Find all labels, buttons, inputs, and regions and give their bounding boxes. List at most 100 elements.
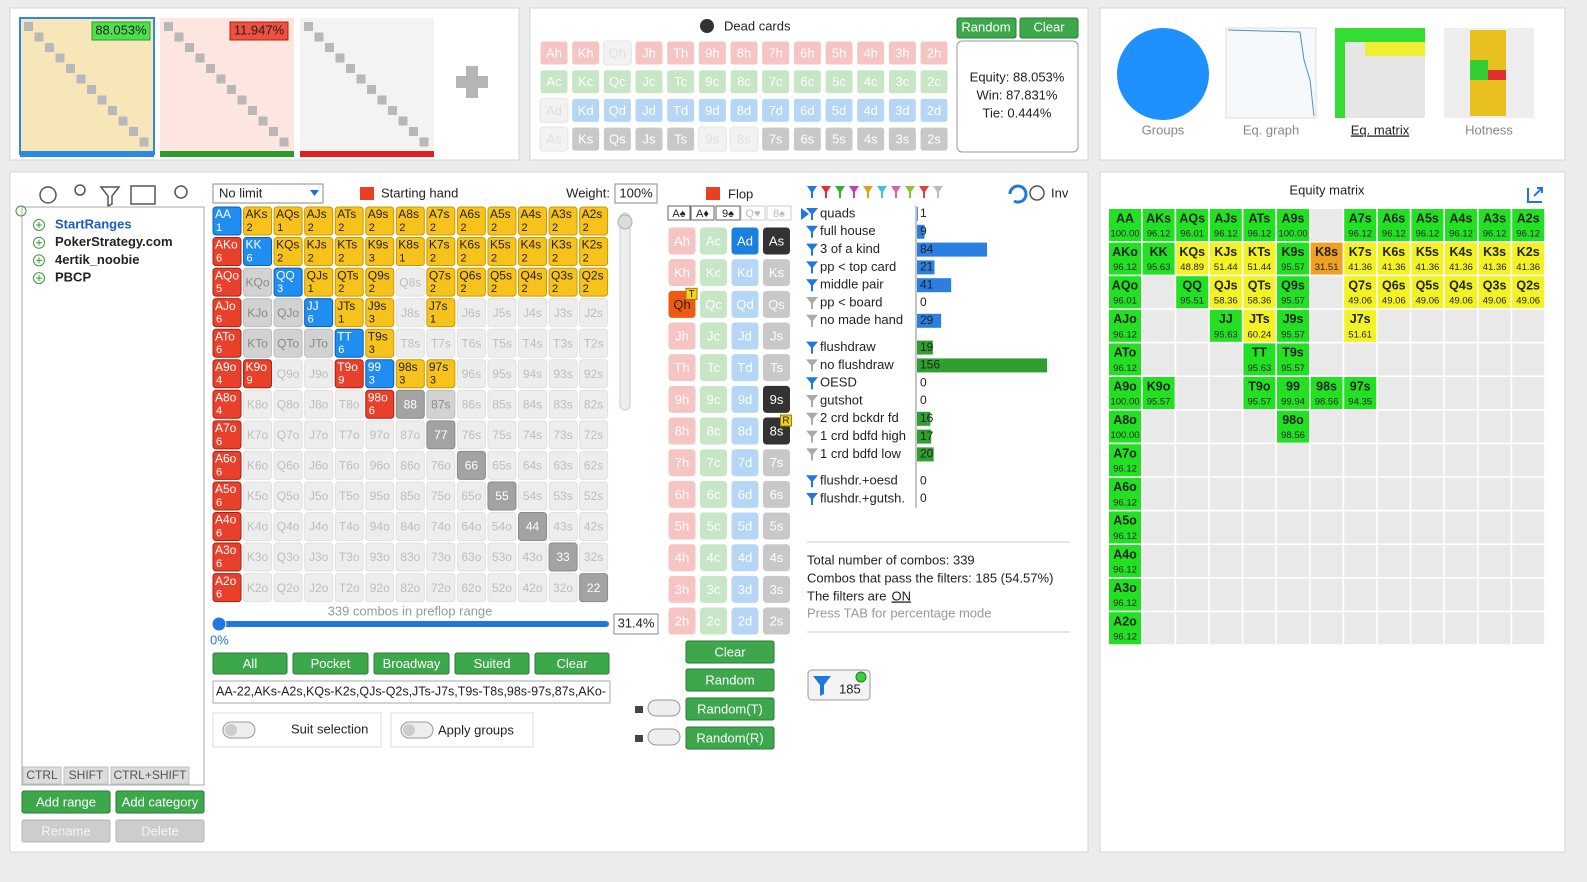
hand-cell[interactable] xyxy=(426,237,456,267)
button[interactable] xyxy=(21,819,111,843)
matrix-cell[interactable] xyxy=(1243,309,1276,342)
hand-label[interactable]: 63s xyxy=(553,459,572,473)
hand-label[interactable]: 43o xyxy=(522,550,542,564)
dead-card-label[interactable]: Qd xyxy=(609,103,626,118)
hand-label[interactable]: 94o xyxy=(370,520,390,534)
hand-cell[interactable] xyxy=(456,206,486,236)
game-select-label[interactable]: No limit xyxy=(219,185,263,200)
flop-card[interactable] xyxy=(699,479,728,509)
matrix-hand[interactable]: A3s xyxy=(1483,211,1506,225)
hand-cell[interactable] xyxy=(579,573,609,603)
hand-combos[interactable]: 6 xyxy=(216,252,222,264)
hand-label[interactable]: Q7s xyxy=(429,268,451,282)
hand-label[interactable]: K8o xyxy=(247,397,269,411)
filter-funnel[interactable] xyxy=(806,493,818,505)
matrix-hand[interactable]: QTs xyxy=(1248,278,1271,292)
matrix-cell[interactable] xyxy=(1109,578,1141,611)
hand-label[interactable]: 53o xyxy=(492,550,512,564)
dead-card-label[interactable]: 3h xyxy=(895,45,909,60)
hand-label[interactable]: J7s xyxy=(429,299,448,313)
matrix-hand[interactable]: J7s xyxy=(1350,312,1371,326)
filter-name[interactable]: no flushdraw xyxy=(820,357,894,372)
button[interactable] xyxy=(373,652,450,675)
hand-label[interactable]: 53s xyxy=(553,489,572,503)
hand-cell[interactable] xyxy=(243,481,273,511)
matrix-equity[interactable]: 49.06 xyxy=(1516,296,1540,307)
hand-cell[interactable] xyxy=(334,542,364,572)
hand-label[interactable]: K3o xyxy=(247,550,269,564)
suit-filter[interactable] xyxy=(877,186,887,198)
dead-card-label[interactable]: 4s xyxy=(864,132,878,147)
suit-filter[interactable] xyxy=(807,186,817,198)
matrix-hand[interactable]: A9o xyxy=(1113,379,1137,393)
dead-card-label[interactable]: Qh xyxy=(609,45,626,60)
hand-cell[interactable] xyxy=(212,206,242,236)
button[interactable] xyxy=(115,790,205,814)
hand-cell[interactable] xyxy=(487,512,517,541)
matrix-cell[interactable] xyxy=(1277,410,1309,443)
filter-button-label[interactable]: 185 xyxy=(839,681,861,696)
hand-cell[interactable] xyxy=(243,267,273,297)
hand-label[interactable]: 72o xyxy=(431,581,451,595)
button-label[interactable]: All xyxy=(243,656,258,671)
flop-card-label[interactable]: 8c xyxy=(707,423,721,438)
hand-label[interactable]: J5o xyxy=(309,489,329,503)
hand-label[interactable]: QJs xyxy=(307,268,328,282)
hand-label[interactable]: Q3o xyxy=(277,550,300,564)
hand-label[interactable]: A5s xyxy=(490,207,511,221)
hand-cell[interactable] xyxy=(273,481,303,511)
filter-name[interactable]: 1 crd bdfd low xyxy=(820,446,902,461)
hand-cell[interactable] xyxy=(365,359,395,389)
hand-combos[interactable]: 2 xyxy=(277,252,283,264)
hand-cell[interactable] xyxy=(334,512,364,541)
hand-label[interactable]: 66 xyxy=(465,459,479,473)
filter-name[interactable]: gutshot xyxy=(820,392,863,407)
hand-cell[interactable] xyxy=(518,542,547,572)
hand-cell[interactable] xyxy=(487,267,517,297)
matrix-hand[interactable]: A7s xyxy=(1349,211,1372,225)
modifier-label[interactable]: CTRL+SHIFT xyxy=(113,768,187,782)
dead-card-label[interactable]: Kd xyxy=(578,103,594,118)
hand-cell[interactable] xyxy=(579,481,609,511)
matrix-equity[interactable]: 100.00 xyxy=(1110,397,1139,408)
hand-cell[interactable] xyxy=(426,298,456,328)
hand-combos[interactable]: 6 xyxy=(338,344,344,356)
hand-label[interactable]: 43s xyxy=(553,520,572,534)
hand-cell[interactable] xyxy=(395,389,425,419)
hand-label[interactable]: K7s xyxy=(429,238,450,252)
matrix-hand[interactable]: A8o xyxy=(1113,413,1137,427)
flop-card[interactable] xyxy=(762,574,791,604)
button-label[interactable]: Add category xyxy=(122,794,199,809)
hand-cell[interactable] xyxy=(365,542,395,572)
dead-card[interactable] xyxy=(824,126,854,152)
hand-label[interactable]: AA xyxy=(215,207,231,221)
hand-combos[interactable]: 2 xyxy=(308,252,314,264)
hand-label[interactable]: K4s xyxy=(521,238,542,252)
hand-cell[interactable] xyxy=(426,450,456,480)
dead-card-label[interactable]: 7c xyxy=(769,74,783,89)
hand-cell[interactable] xyxy=(456,542,486,572)
hand-cell[interactable] xyxy=(579,206,609,236)
matrix-cell[interactable] xyxy=(1209,209,1242,241)
hand-cell[interactable] xyxy=(243,420,273,450)
hand-label[interactable]: AJs xyxy=(307,207,327,221)
hand-combos[interactable]: 1 xyxy=(277,222,283,234)
hand-cell[interactable] xyxy=(426,481,456,511)
dead-card[interactable] xyxy=(697,97,727,123)
hand-cell[interactable] xyxy=(518,267,547,297)
hand-combos[interactable]: 2 xyxy=(552,283,558,295)
hand-cell[interactable] xyxy=(273,359,303,389)
matrix-cell[interactable] xyxy=(1243,276,1276,309)
matrix-hand[interactable]: K9o xyxy=(1147,379,1171,393)
weight-value[interactable]: 100% xyxy=(619,185,653,200)
flop-card-label[interactable]: 3d xyxy=(738,582,752,597)
hand-cell[interactable] xyxy=(487,450,517,480)
matrix-hand[interactable]: Q5s xyxy=(1416,278,1440,292)
search-icon[interactable] xyxy=(174,185,188,199)
hand-cell[interactable] xyxy=(304,267,334,297)
flop-card[interactable] xyxy=(699,448,728,478)
hand-cell[interactable] xyxy=(243,573,273,603)
hand-label[interactable]: K8s xyxy=(398,238,419,252)
hand-label[interactable]: T8s xyxy=(400,336,420,350)
board-card-label[interactable]: A♦ xyxy=(696,208,709,220)
